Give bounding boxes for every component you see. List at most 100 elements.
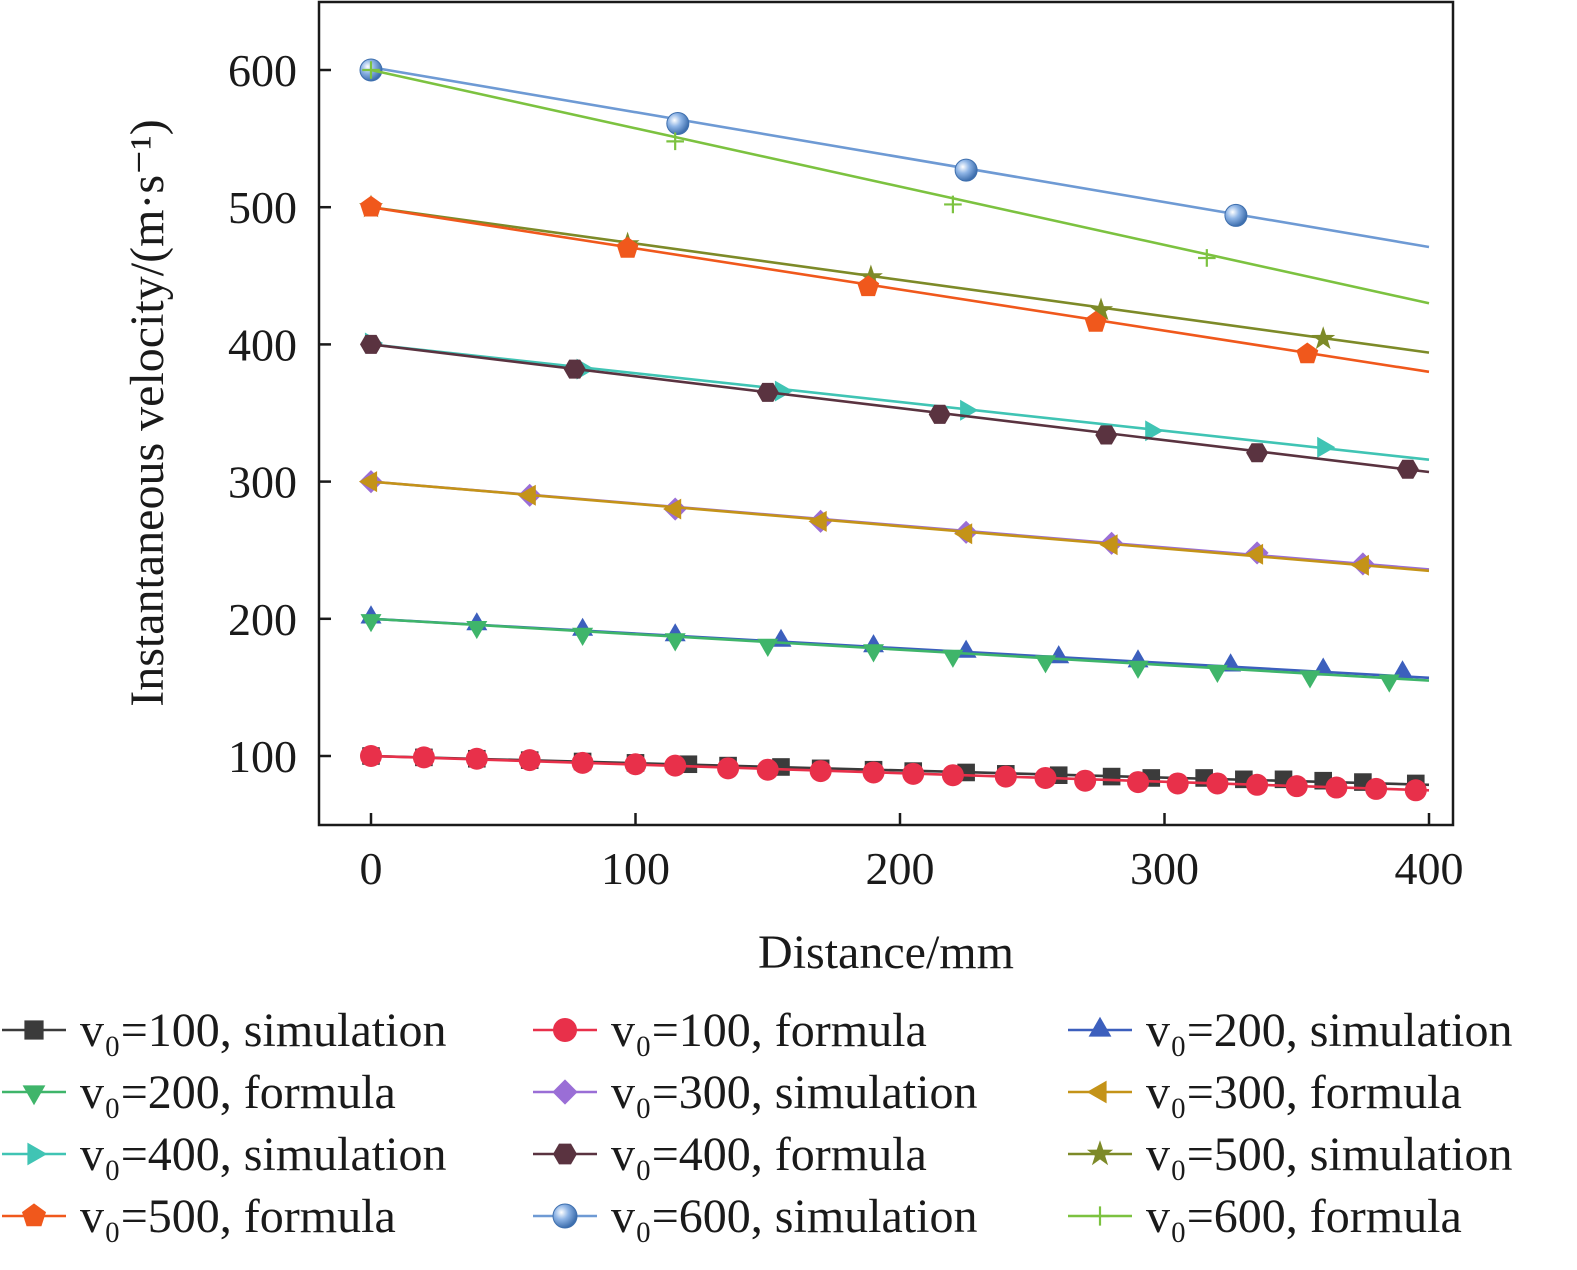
data-point [942, 649, 964, 668]
legend-marker [22, 1085, 46, 1106]
series-line [370, 65, 1430, 249]
legend-marker [553, 1018, 577, 1042]
series-3 [360, 605, 1430, 680]
data-point [1145, 420, 1164, 442]
data-point [902, 762, 925, 785]
data-point [517, 484, 536, 506]
data-point [994, 765, 1017, 788]
data-point [1325, 776, 1348, 799]
series-line [370, 68, 1430, 305]
series-9 [359, 194, 1430, 354]
y-tick-label: 400 [228, 319, 297, 370]
x-tick-label: 0 [360, 843, 383, 894]
legend-marker [553, 1143, 577, 1165]
legend-marker [1086, 1080, 1107, 1104]
data-point [664, 633, 686, 652]
legend-marker [1088, 1016, 1112, 1037]
series-line [370, 205, 1430, 374]
series-line [370, 205, 1430, 354]
data-point [954, 158, 978, 182]
legend-item: v₀=200, formula [2, 1066, 396, 1119]
y-tick-label: 100 [228, 731, 297, 782]
data-point [518, 749, 541, 772]
series-2 [360, 745, 1430, 802]
legend-item: v₀=100, formula [533, 1004, 927, 1057]
plot-frame [317, 0, 1455, 827]
series-6 [358, 471, 1430, 576]
x-tick-label: 400 [1395, 843, 1464, 894]
data-point [944, 195, 962, 214]
legend-item: v₀=400, simulation [2, 1128, 446, 1181]
series-10 [360, 195, 1430, 374]
data-point [717, 757, 740, 780]
legend-marker [22, 1203, 46, 1227]
legend-item: v₀=300, formula [1068, 1066, 1462, 1119]
data-point [1245, 543, 1264, 565]
x-tick-label: 300 [1130, 843, 1199, 894]
legend-label: v₀=600, formula [1146, 1190, 1462, 1243]
data-point [1224, 203, 1248, 227]
data-point [928, 404, 951, 424]
data-point [1102, 767, 1121, 786]
legend-label: v₀=300, formula [1146, 1066, 1462, 1119]
data-point [1378, 674, 1400, 693]
data-point [858, 264, 883, 288]
data-point [1404, 779, 1427, 802]
data-point [809, 760, 832, 783]
x-axis-title: Distance/mm [758, 926, 1014, 979]
series-12 [362, 61, 1430, 305]
y-axis-title: Instantaneous velocity/(m·s⁻¹) [121, 119, 174, 707]
legend-item: v₀=300, simulation [533, 1066, 977, 1119]
data-point [666, 132, 684, 151]
legend-label: v₀=500, simulation [1146, 1128, 1512, 1181]
data-point [1311, 326, 1336, 350]
legend-label: v₀=500, formula [80, 1190, 396, 1243]
data-point [572, 627, 594, 646]
data-point [624, 753, 647, 776]
legend-item: v₀=600, simulation [533, 1190, 977, 1243]
legend-marker [1090, 1206, 1110, 1226]
data-point [756, 382, 779, 402]
data-point [1296, 342, 1319, 364]
data-point [360, 334, 382, 354]
data-point [360, 745, 382, 767]
data-point [941, 764, 964, 787]
data-point [412, 746, 435, 769]
legend-label: v₀=600, simulation [611, 1190, 977, 1243]
legend-marker [552, 1079, 578, 1105]
legend-item: v₀=500, formula [2, 1190, 396, 1243]
x-tick-label: 200 [866, 843, 935, 894]
data-point [1350, 554, 1369, 576]
data-point [663, 498, 682, 520]
legend-item: v₀=400, formula [533, 1128, 927, 1181]
data-point [360, 614, 382, 633]
data-point [954, 523, 973, 545]
legend-label: v₀=400, simulation [80, 1128, 446, 1181]
series-5 [359, 470, 1430, 576]
series-layer [358, 58, 1430, 802]
legend-item: v₀=200, simulation [1068, 1004, 1512, 1057]
data-point [1206, 772, 1229, 795]
legend-item: v₀=500, simulation [1068, 1128, 1512, 1181]
series-8 [360, 334, 1430, 479]
data-point [1034, 766, 1057, 789]
data-point [1084, 310, 1107, 332]
data-point [1166, 772, 1189, 795]
data-point [563, 359, 586, 379]
data-point [1074, 769, 1097, 792]
data-point [1206, 664, 1228, 683]
legend-label: v₀=300, simulation [611, 1066, 977, 1119]
series-line [370, 617, 1430, 682]
data-point [1127, 771, 1150, 794]
data-point [616, 236, 639, 258]
legend-item: v₀=100, simulation [2, 1004, 446, 1057]
data-point [1317, 436, 1336, 458]
axes-group: 100 200 300 400 500 600 0 100 200 300 400 [228, 45, 1464, 894]
data-point [1246, 443, 1269, 463]
y-tick-label: 600 [228, 45, 297, 96]
data-point [358, 471, 378, 493]
data-point [465, 747, 488, 770]
series-7 [364, 332, 1430, 461]
data-point [857, 275, 880, 297]
